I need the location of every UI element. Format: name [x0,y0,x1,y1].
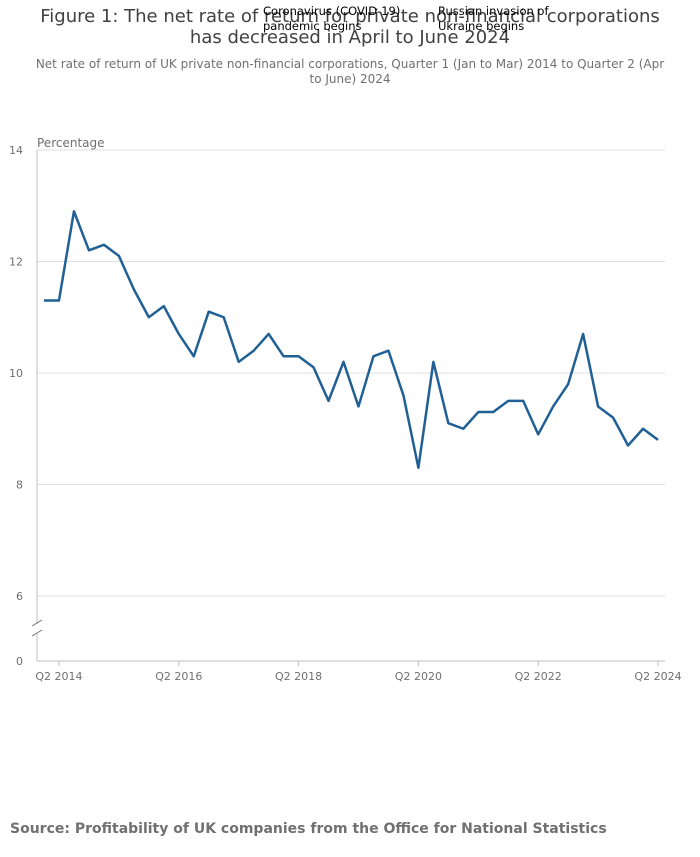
annotation: Russian invasion of Ukraine begins [438,4,549,33]
y-tick-label: 8 [16,479,23,492]
axis-break [31,629,43,637]
x-tick-label: Q2 2016 [155,670,202,683]
axis-break [31,619,43,627]
y-tick-label: 12 [9,256,23,269]
data-line [44,210,659,470]
annotation: Coronavirus (COVID-19) pandemic begins [263,4,401,33]
y-tick-label: 6 [16,590,23,603]
y-tick-label: 0 [16,655,23,668]
x-tick-label: Q2 2024 [634,670,681,683]
x-tick-label: Q2 2014 [35,670,82,683]
y-axis-label: Percentage [37,136,105,150]
y-tick-label: 10 [9,367,23,380]
chart-title: Figure 1: The net rate of return for pri… [40,6,660,48]
x-tick-label: Q2 2018 [275,670,322,683]
source: Source: Profitability of UK companies fr… [10,821,607,837]
x-tick-label: Q2 2020 [395,670,442,683]
x-tick-label: Q2 2022 [515,670,562,683]
chart-subtitle: Net rate of return of UK private non-fin… [35,57,665,86]
y-tick-label: 14 [9,144,23,157]
chart: Percentage 0 6 8 10 12 14 Q2 2014 Q2 2016 Q2 201… [9,136,682,683]
